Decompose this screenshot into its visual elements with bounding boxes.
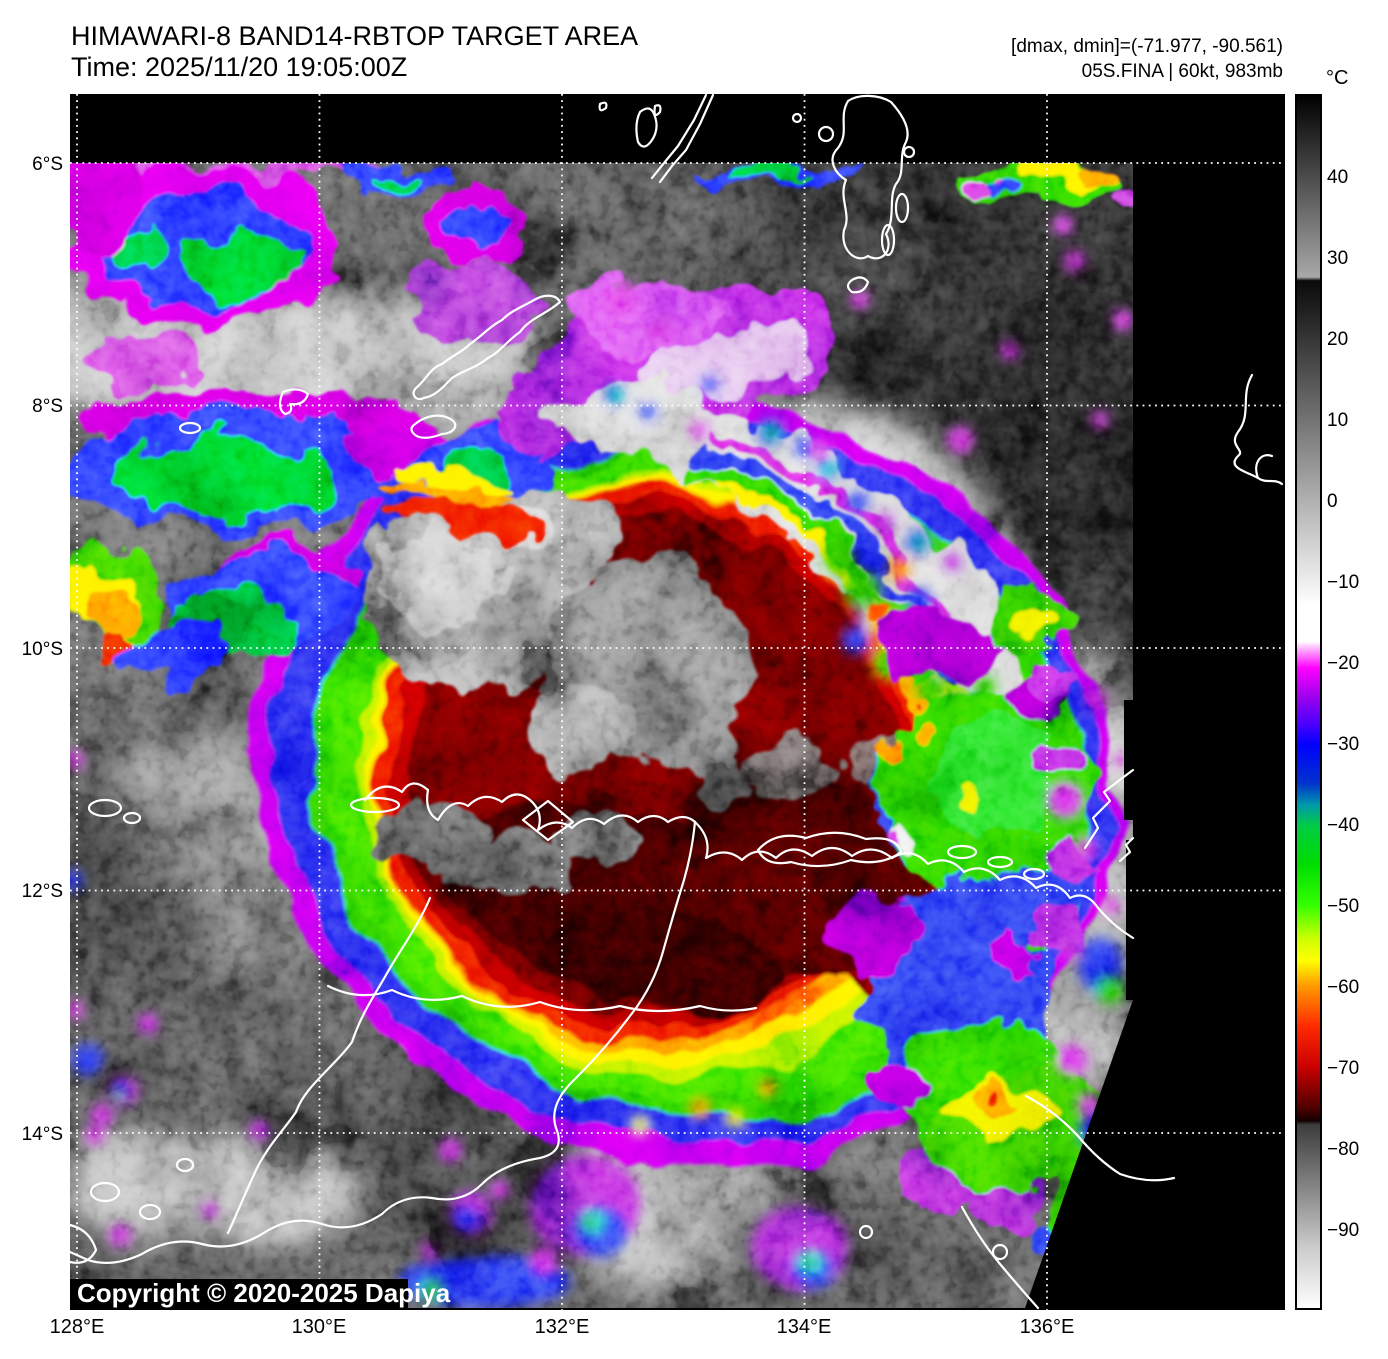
svg-text:−80: −80	[1327, 1139, 1359, 1160]
svg-text:14°S: 14°S	[22, 1124, 63, 1145]
svg-text:20: 20	[1327, 329, 1348, 350]
svg-text:−20: −20	[1327, 653, 1359, 674]
svg-text:[dmax, dmin]=(-71.977, -90.561: [dmax, dmin]=(-71.977, -90.561)	[1011, 36, 1283, 57]
svg-text:130°E: 130°E	[292, 1316, 347, 1338]
svg-text:10°S: 10°S	[22, 639, 63, 660]
svg-text:128°E: 128°E	[50, 1316, 105, 1338]
svg-text:10: 10	[1327, 410, 1348, 431]
svg-text:−30: −30	[1327, 734, 1359, 755]
svg-text:134°E: 134°E	[777, 1316, 832, 1338]
svg-text:0: 0	[1327, 491, 1338, 512]
svg-text:12°S: 12°S	[22, 881, 63, 902]
svg-text:−90: −90	[1327, 1220, 1359, 1241]
svg-text:Time: 2025/11/20 19:05:00Z: Time: 2025/11/20 19:05:00Z	[71, 52, 407, 82]
svg-text:HIMAWARI-8 BAND14-RBTOP TARGET: HIMAWARI-8 BAND14-RBTOP TARGET AREA	[71, 21, 638, 51]
svg-text:8°S: 8°S	[32, 396, 63, 417]
svg-text:−60: −60	[1327, 977, 1359, 998]
svg-text:−70: −70	[1327, 1058, 1359, 1079]
svg-text:132°E: 132°E	[535, 1316, 590, 1338]
svg-text:Copyright © 2020-2025 Dapiya: Copyright © 2020-2025 Dapiya	[77, 1278, 451, 1308]
svg-text:30: 30	[1327, 248, 1348, 269]
svg-text:05S.FINA | 60kt, 983mb: 05S.FINA | 60kt, 983mb	[1082, 61, 1283, 82]
svg-text:°C: °C	[1326, 67, 1348, 89]
svg-text:6°S: 6°S	[32, 154, 63, 175]
svg-text:−40: −40	[1327, 815, 1359, 836]
svg-text:40: 40	[1327, 167, 1348, 188]
svg-text:−10: −10	[1327, 572, 1359, 593]
svg-text:136°E: 136°E	[1020, 1316, 1075, 1338]
svg-text:−50: −50	[1327, 896, 1359, 917]
